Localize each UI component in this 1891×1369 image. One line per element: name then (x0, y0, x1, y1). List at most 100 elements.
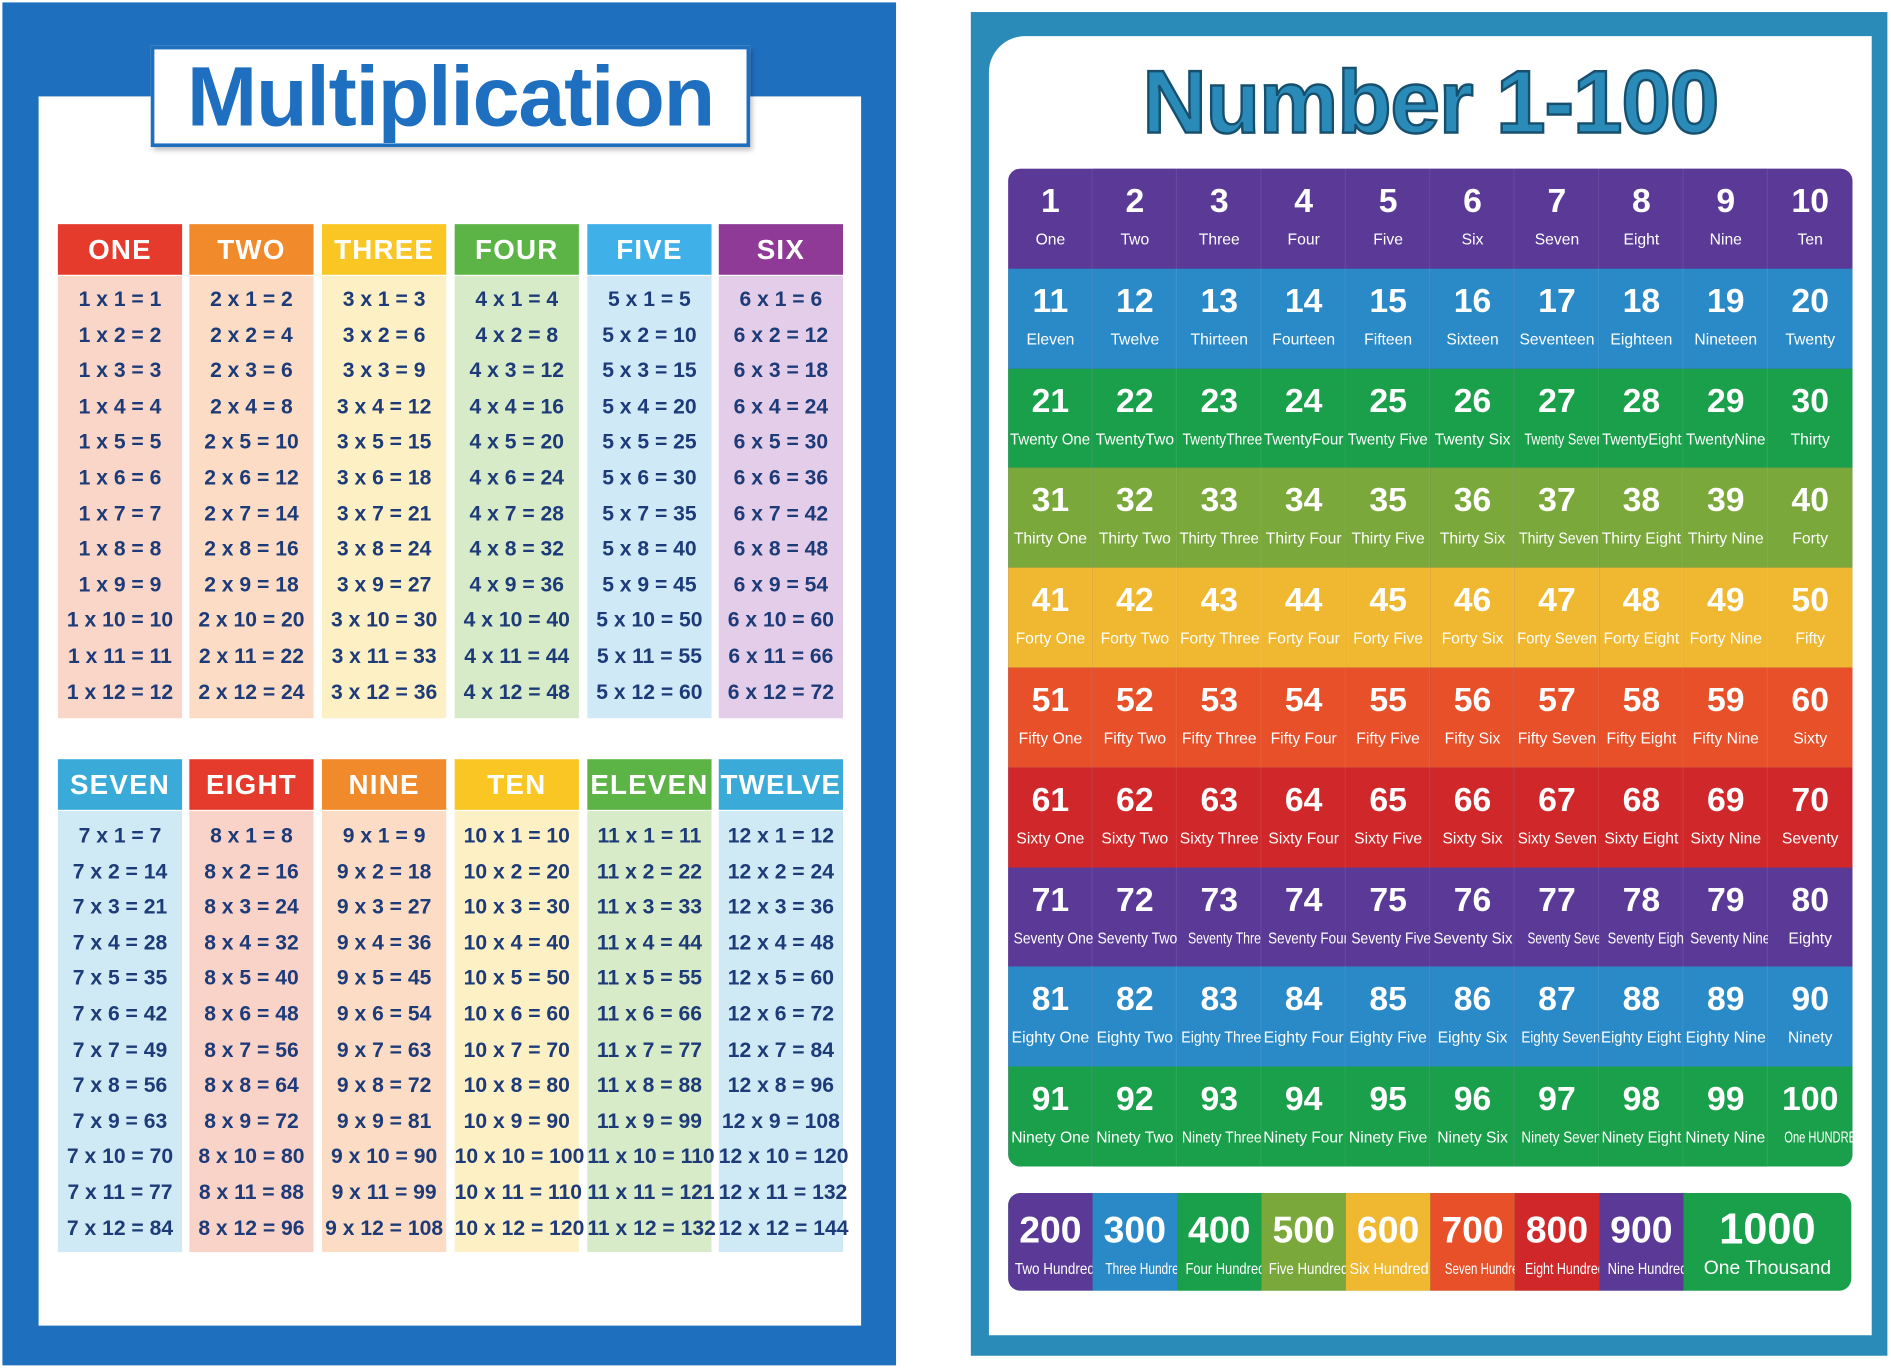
number-word: TwentyNine (1684, 429, 1768, 451)
equation: 10 x 12 = 120 (454, 1215, 585, 1240)
number-word: Fifty Three (1177, 728, 1261, 750)
equation: 10 x 10 = 100 (454, 1144, 585, 1169)
number-word: Seventy Two (1093, 927, 1177, 949)
number-cell (1514, 368, 1600, 469)
number-cell (1177, 1066, 1262, 1167)
hundreds-cell (1599, 1193, 1684, 1291)
equation: 7 x 6 = 42 (72, 1001, 168, 1026)
equation: 11 x 2 = 22 (596, 858, 702, 883)
number-cell (1008, 867, 1093, 967)
number-cell (1008, 667, 1093, 768)
hundreds-number: 300 (1103, 1208, 1167, 1251)
word-text: Forty (1792, 529, 1829, 548)
number: 2 (1125, 181, 1145, 220)
number-cell (1767, 767, 1853, 868)
number-cell (1008, 368, 1093, 469)
equation: 4 x 9 = 36 (469, 572, 565, 597)
number-cell (1345, 268, 1431, 369)
number-word: Thirty Three (1177, 528, 1261, 550)
equation: 2 x 6 = 12 (204, 465, 299, 490)
equation: 7 x 5 = 35 (72, 965, 168, 990)
number-cell (1430, 867, 1515, 967)
number: 17 (1538, 281, 1576, 320)
equation: 7 x 12 = 84 (66, 1215, 174, 1240)
word-text: Forty Four (1267, 629, 1340, 648)
equation: 5 x 11 = 55 (596, 643, 702, 668)
equation: 12 x 3 = 36 (727, 894, 834, 919)
word-text: One HUNDRED (1784, 1128, 1865, 1147)
number-cell (1767, 268, 1853, 369)
number-cell (1345, 1066, 1431, 1167)
equation: 3 x 5 = 15 (336, 429, 432, 454)
word-text: Nine (1709, 230, 1742, 249)
hundreds-number: 1000 (1719, 1203, 1816, 1254)
word-text: Eighty Five (1349, 1028, 1427, 1047)
number: 40 (1791, 481, 1829, 519)
equation: 6 x 5 = 30 (733, 429, 829, 454)
number-cell (1008, 767, 1093, 868)
number: 67 (1538, 780, 1576, 819)
number: 76 (1453, 880, 1492, 918)
number-cell (1767, 468, 1853, 568)
equation: 1 x 7 = 7 (78, 500, 162, 525)
number-cell (1514, 567, 1600, 668)
word-text: Six Hundred (1349, 1259, 1429, 1278)
number-cell (1683, 567, 1768, 668)
word-text: TwentyThree (1182, 429, 1263, 448)
number: 36 (1453, 481, 1492, 519)
equation: 9 x 8 = 72 (336, 1072, 432, 1097)
equation: 12 x 1 = 12 (727, 823, 834, 848)
equation: 1 x 4 = 4 (78, 393, 162, 418)
number-cell (1430, 567, 1515, 668)
number-word: Forty Six (1430, 628, 1514, 650)
equation: 9 x 9 = 81 (336, 1108, 432, 1133)
number-cell (1599, 867, 1684, 967)
number-cell (1767, 567, 1853, 668)
table-header: THREE (322, 224, 447, 275)
equation: 2 x 12 = 24 (198, 679, 305, 704)
number: 74 (1284, 880, 1323, 918)
word-text: Seven Hundred (1444, 1259, 1525, 1278)
number-word: Seventy Seven (1515, 927, 1607, 949)
number: 24 (1284, 381, 1323, 419)
equation: 6 x 3 = 18 (733, 358, 829, 383)
number: 29 (1706, 381, 1745, 419)
number: 94 (1284, 1079, 1323, 1118)
number-cell (1008, 567, 1093, 668)
number: 35 (1369, 481, 1407, 519)
equation: 11 x 8 = 88 (596, 1072, 702, 1097)
number-cell (1261, 268, 1346, 369)
word-text: Sixty Four (1268, 828, 1339, 847)
number-word: Seventy Nine (1684, 927, 1770, 949)
number-cell (1514, 767, 1600, 868)
hundreds-number: 500 (1272, 1208, 1335, 1251)
equation: 1 x 8 = 8 (78, 536, 162, 561)
number: 33 (1200, 481, 1239, 519)
number: 68 (1622, 780, 1661, 819)
word-text: Ten (1797, 230, 1823, 249)
number-cell (1261, 867, 1346, 967)
number: 88 (1622, 980, 1661, 1018)
number-word: Fourteen (1261, 329, 1345, 351)
number: 32 (1116, 481, 1154, 519)
number: 79 (1706, 880, 1745, 918)
equation: 9 x 10 = 90 (330, 1144, 438, 1169)
number: 23 (1200, 381, 1239, 419)
word-text: Fifty Four (1270, 729, 1337, 748)
equation: 10 x 6 = 60 (463, 1001, 570, 1026)
word-text: Eighty (1788, 928, 1832, 947)
equation: 6 x 12 = 72 (727, 679, 834, 704)
word-text: Sixty (1793, 729, 1828, 748)
number-word: Thirteen (1177, 329, 1261, 351)
number-cell (1767, 368, 1853, 469)
number-word: Six (1430, 229, 1514, 251)
number-word: Fifty (1768, 628, 1852, 650)
number: 81 (1031, 980, 1070, 1018)
number-cell (1514, 966, 1600, 1067)
equation: 6 x 2 = 12 (733, 322, 829, 347)
number-cell (1008, 468, 1093, 568)
word-text: Forty Seven (1517, 629, 1597, 648)
equation: 11 x 9 = 99 (596, 1108, 702, 1133)
number-word: Fifty Four (1261, 728, 1345, 750)
number-word: TwentyFour (1261, 429, 1345, 451)
